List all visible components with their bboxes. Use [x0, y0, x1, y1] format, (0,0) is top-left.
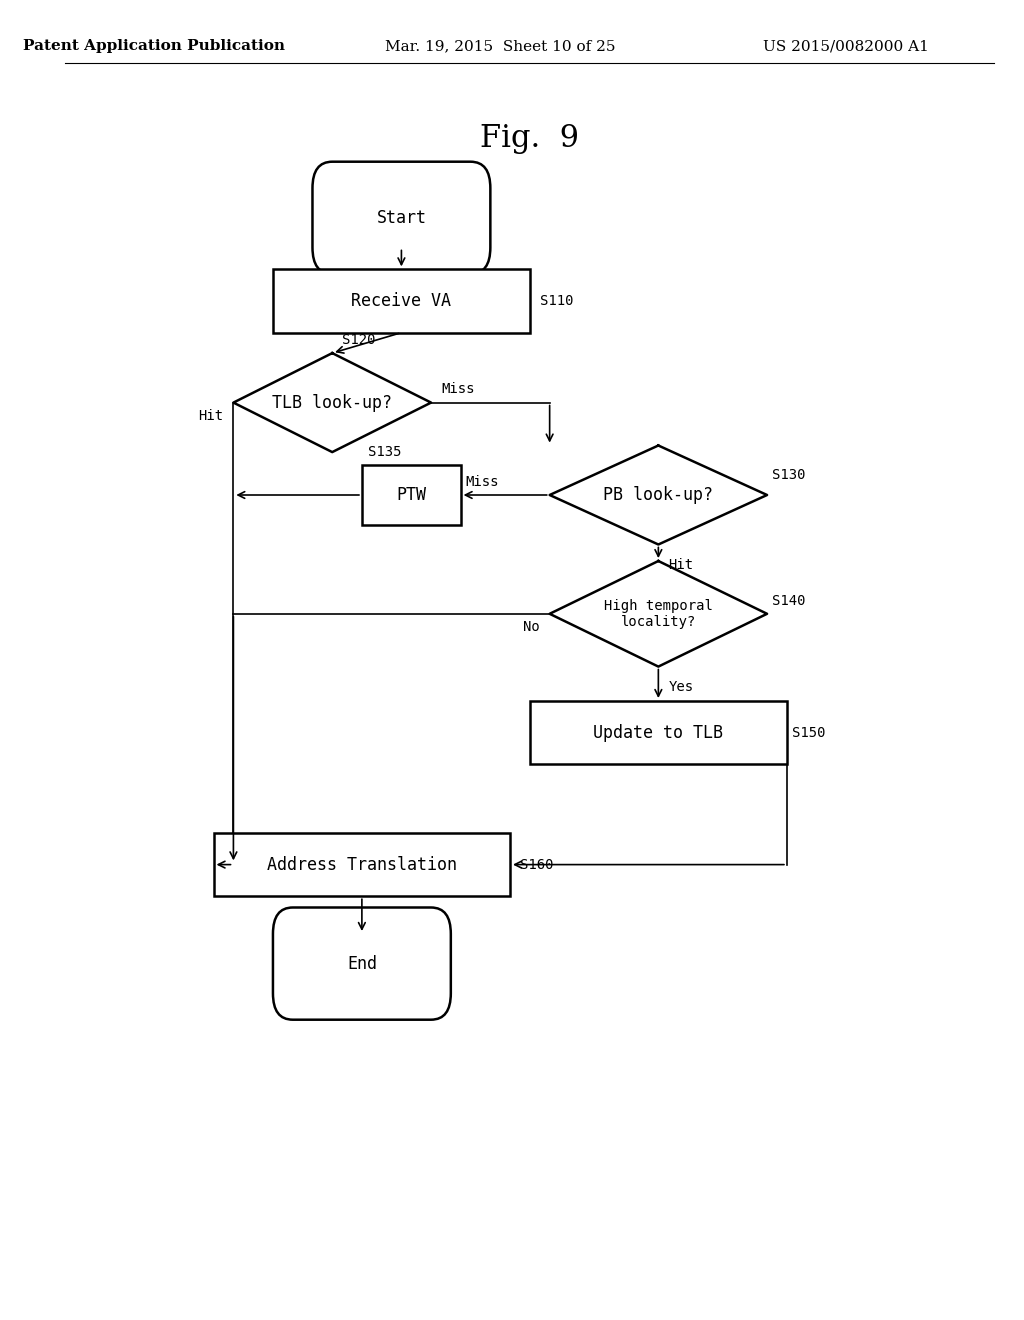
FancyBboxPatch shape: [529, 701, 786, 764]
Text: Hit: Hit: [669, 557, 693, 572]
Text: S135: S135: [368, 445, 401, 459]
Text: S130: S130: [772, 469, 806, 482]
Text: Start: Start: [377, 209, 426, 227]
Polygon shape: [550, 561, 767, 667]
Text: Patent Application Publication: Patent Application Publication: [24, 40, 286, 53]
Text: Fig.  9: Fig. 9: [480, 123, 580, 154]
FancyBboxPatch shape: [214, 833, 510, 896]
FancyBboxPatch shape: [361, 465, 461, 524]
Text: PTW: PTW: [396, 486, 426, 504]
FancyBboxPatch shape: [273, 269, 529, 333]
Text: PB look-up?: PB look-up?: [603, 486, 714, 504]
FancyBboxPatch shape: [312, 162, 490, 275]
Text: S150: S150: [792, 726, 825, 739]
Polygon shape: [550, 446, 767, 544]
Text: S120: S120: [342, 333, 376, 347]
Text: US 2015/0082000 A1: US 2015/0082000 A1: [763, 40, 929, 53]
Text: S140: S140: [772, 594, 806, 607]
Text: TLB look-up?: TLB look-up?: [272, 393, 392, 412]
Text: High temporal
locality?: High temporal locality?: [604, 599, 713, 628]
Text: S110: S110: [540, 294, 573, 308]
Text: Hit: Hit: [199, 409, 223, 422]
Text: Receive VA: Receive VA: [351, 292, 452, 310]
Text: Address Translation: Address Translation: [267, 855, 457, 874]
Text: S160: S160: [520, 858, 554, 871]
Polygon shape: [233, 354, 431, 451]
FancyBboxPatch shape: [273, 908, 451, 1019]
Text: Miss: Miss: [466, 475, 499, 488]
Text: Update to TLB: Update to TLB: [593, 723, 723, 742]
Text: Yes: Yes: [669, 680, 693, 694]
Text: No: No: [523, 620, 540, 634]
Text: Miss: Miss: [441, 383, 474, 396]
Text: End: End: [347, 954, 377, 973]
Text: Mar. 19, 2015  Sheet 10 of 25: Mar. 19, 2015 Sheet 10 of 25: [385, 40, 615, 53]
